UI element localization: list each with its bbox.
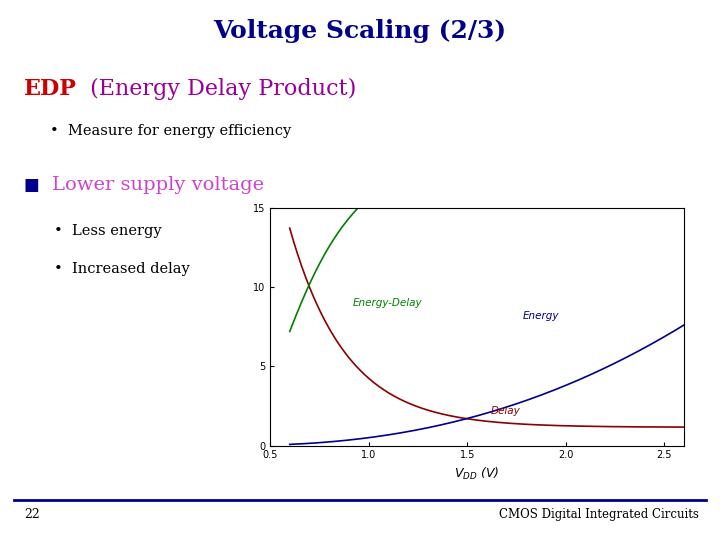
Text: 22: 22 [24, 508, 40, 521]
Text: Energy: Energy [522, 311, 559, 321]
Text: ■: ■ [24, 176, 40, 193]
Text: (Energy Delay Product): (Energy Delay Product) [83, 78, 356, 100]
Text: Voltage Scaling (2/3): Voltage Scaling (2/3) [213, 19, 507, 43]
Text: •  Measure for energy efficiency: • Measure for energy efficiency [50, 124, 292, 138]
Text: Lower supply voltage: Lower supply voltage [52, 176, 264, 193]
Text: EDP: EDP [24, 78, 76, 100]
Text: CMOS Digital Integrated Circuits: CMOS Digital Integrated Circuits [498, 508, 698, 521]
Text: •  Less energy: • Less energy [54, 224, 161, 238]
Text: Delay: Delay [491, 406, 521, 416]
Text: •  Increased delay: • Increased delay [54, 262, 190, 276]
X-axis label: $V_{DD}$ (V): $V_{DD}$ (V) [454, 466, 500, 482]
Text: Energy-Delay: Energy-Delay [353, 298, 423, 308]
